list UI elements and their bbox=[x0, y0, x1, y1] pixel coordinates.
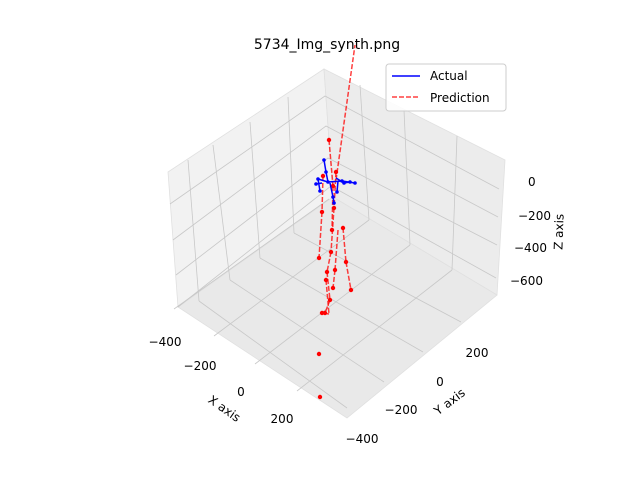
x-tick-label: 200 bbox=[271, 412, 294, 426]
joint-actual bbox=[342, 181, 346, 185]
bone-actual bbox=[317, 178, 321, 192]
joint-actual bbox=[322, 158, 326, 162]
joint-prediction bbox=[331, 205, 337, 211]
joint-prediction bbox=[328, 249, 334, 255]
floor-pane bbox=[177, 196, 498, 419]
bone-prediction bbox=[324, 299, 331, 314]
legend: Actual Prediction bbox=[385, 63, 507, 112]
y-tick-label: −200 bbox=[385, 403, 418, 417]
joint-actual bbox=[314, 182, 318, 186]
y-tick-label: −400 bbox=[346, 432, 379, 446]
z-axis-label: Z axis bbox=[551, 214, 566, 251]
bone-actual bbox=[336, 180, 339, 193]
x-tick-label: −400 bbox=[149, 335, 182, 349]
joint-prediction bbox=[340, 225, 346, 231]
joint-prediction bbox=[316, 351, 322, 357]
joint-prediction bbox=[323, 277, 329, 283]
x-tick-label: 0 bbox=[237, 385, 245, 399]
joint-prediction bbox=[320, 173, 326, 179]
bone-actual bbox=[323, 159, 327, 173]
joint-actual bbox=[331, 195, 335, 199]
joint-prediction bbox=[327, 297, 333, 303]
z-tick-label: −400 bbox=[514, 241, 547, 255]
joint-prediction bbox=[348, 287, 354, 293]
bone-prediction bbox=[325, 279, 330, 315]
series-actual bbox=[314, 158, 357, 205]
joint-actual bbox=[326, 180, 330, 184]
series-layer bbox=[314, 44, 357, 400]
joint-prediction bbox=[329, 227, 335, 233]
bone-prediction bbox=[328, 139, 334, 187]
joint-prediction bbox=[343, 259, 349, 265]
bone-prediction bbox=[345, 261, 352, 291]
joint-prediction bbox=[316, 255, 322, 261]
bone-prediction bbox=[342, 227, 347, 263]
bone-prediction bbox=[332, 269, 336, 289]
y-axis-label: Y axis bbox=[431, 386, 468, 419]
legend-label-prediction: Prediction bbox=[430, 91, 490, 105]
joint-actual bbox=[348, 180, 352, 184]
legend-label-actual: Actual bbox=[430, 69, 468, 83]
axes-panes bbox=[167, 68, 506, 419]
joint-prediction bbox=[319, 209, 325, 215]
bone-prediction bbox=[335, 44, 356, 181]
joint-actual bbox=[332, 201, 336, 205]
x-tick-label: −200 bbox=[184, 359, 217, 373]
bone-prediction bbox=[318, 211, 323, 259]
z-axis: 0 −200 −400 −600 Z axis bbox=[510, 175, 567, 288]
y-tick-label: 0 bbox=[436, 375, 444, 389]
chart-title: 5734_Img_synth.png bbox=[254, 37, 400, 53]
joint-prediction bbox=[319, 310, 325, 316]
y-tick-label: 200 bbox=[466, 346, 489, 360]
joint-prediction bbox=[326, 137, 332, 143]
joint-prediction bbox=[333, 169, 339, 175]
joint-prediction bbox=[317, 394, 323, 400]
series-prediction bbox=[316, 44, 356, 400]
bone-prediction bbox=[326, 251, 332, 273]
joint-prediction bbox=[324, 269, 330, 275]
z-tick-label: −200 bbox=[518, 209, 551, 223]
joint-prediction bbox=[330, 285, 336, 291]
joint-actual bbox=[318, 189, 322, 193]
joint-actual bbox=[353, 181, 357, 185]
joint-prediction bbox=[330, 183, 336, 189]
joint-prediction bbox=[332, 267, 338, 273]
joint-actual bbox=[324, 170, 328, 174]
bone-prediction bbox=[326, 271, 331, 301]
bone-prediction bbox=[321, 175, 324, 213]
z-tick-label: 0 bbox=[528, 175, 536, 189]
joint-actual bbox=[316, 177, 320, 181]
bone-actual bbox=[329, 182, 334, 198]
joint-actual bbox=[335, 190, 339, 194]
z-tick-label: −600 bbox=[510, 274, 543, 288]
